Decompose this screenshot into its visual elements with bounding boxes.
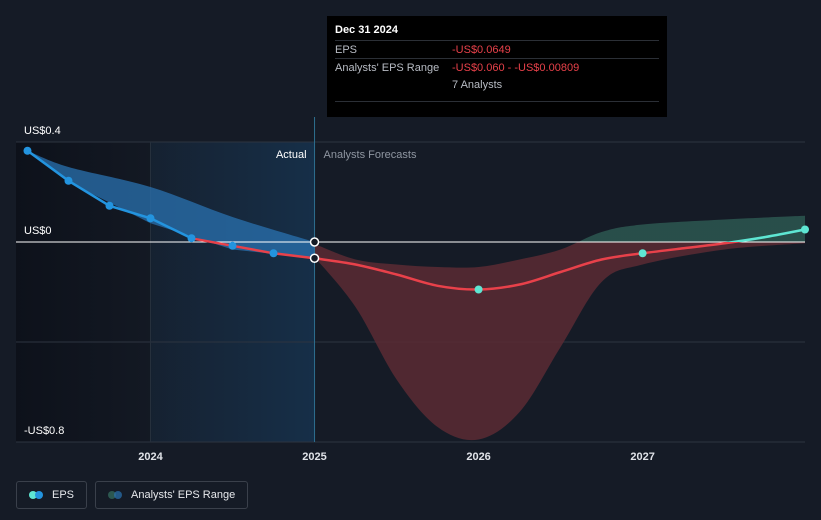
x-tick-label: 2026	[466, 451, 490, 463]
tooltip-range-value: -US$0.060 - -US$0.00809	[452, 61, 580, 74]
tooltip-eps-value: -US$0.0649	[452, 43, 511, 56]
x-tick-label: 2025	[302, 451, 326, 463]
eps-actual-point	[146, 214, 155, 223]
eps-actual-point	[105, 201, 114, 210]
eps-legend-swatch-icon	[29, 491, 45, 499]
eps-actual-point	[64, 176, 73, 185]
chart-legend: EPS Analysts' EPS Range	[16, 481, 249, 509]
eps-forecast-point	[801, 225, 809, 234]
tooltip-date: Dec 31 2024	[335, 24, 398, 36]
tooltip-eps-row: EPS -US$0.0649	[335, 40, 659, 58]
y-tick-label: US$0	[24, 225, 52, 237]
tooltip-analysts-row: 7 Analysts	[335, 76, 659, 93]
highlight-point	[309, 253, 320, 263]
forecast-label: Analysts Forecasts	[324, 149, 417, 161]
forecast-eps-range-band	[314, 215, 805, 441]
eps-forecast-negative-line	[314, 242, 743, 291]
x-tick-label: 2024	[138, 451, 163, 463]
chart-tooltip: Dec 31 2024 EPS -US$0.0649 Analysts' EPS…	[327, 16, 667, 117]
tooltip-eps-label: EPS	[335, 43, 358, 56]
actual-label: Actual	[276, 149, 307, 161]
actual-period-shade	[150, 142, 315, 442]
eps-actual-negative-line	[191, 237, 315, 260]
tooltip-divider	[335, 101, 659, 102]
eps-actual-point	[269, 249, 278, 258]
actual-eps-range-band	[27, 150, 315, 259]
y-tick-label: US$0.4	[24, 125, 61, 137]
tooltip-range-row: Analysts' EPS Range -US$0.060 - -US$0.00…	[335, 58, 659, 76]
eps-actual-point	[23, 146, 32, 155]
y-tick-label: -US$0.8	[24, 425, 64, 437]
highlight-point	[309, 237, 320, 247]
legend-range-button[interactable]: Analysts' EPS Range	[95, 481, 249, 509]
eps-forecast-point	[474, 285, 483, 294]
tooltip-range-label: Analysts' EPS Range	[335, 61, 440, 74]
eps-actual-point	[187, 234, 196, 243]
legend-eps-label: EPS	[52, 489, 75, 501]
x-tick-label: 2027	[630, 451, 654, 463]
eps-forecast-point	[638, 249, 647, 258]
legend-eps-button[interactable]: EPS	[16, 481, 88, 509]
legend-range-label: Analysts' EPS Range	[131, 489, 236, 501]
eps-actual-point	[228, 241, 237, 250]
tooltip-analysts-count: 7 Analysts	[452, 78, 503, 91]
range-legend-swatch-icon	[108, 491, 124, 499]
